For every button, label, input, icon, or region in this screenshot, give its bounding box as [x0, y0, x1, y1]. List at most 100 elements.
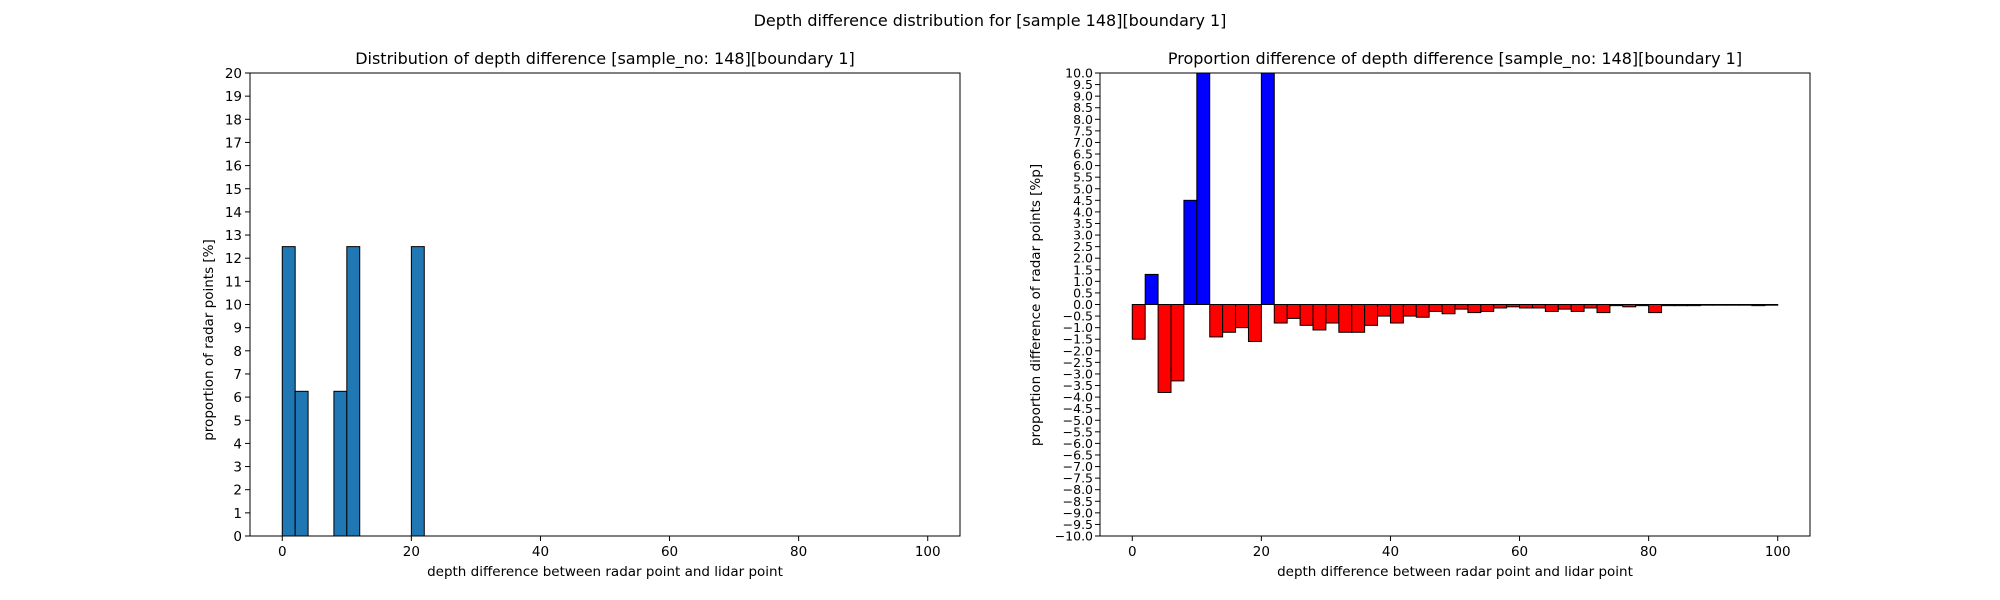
diff-ytick-label: 8.5	[1073, 100, 1093, 115]
diff-xtick-label: 60	[1511, 544, 1528, 560]
diff-bar-negative	[1531, 304, 1546, 309]
dist-ytick-label: 8	[233, 344, 242, 360]
diff-xtick-label: 40	[1382, 544, 1399, 560]
diff-bar-negative	[1544, 304, 1559, 312]
proportion-difference-chart-xlabel: depth difference between radar point and…	[1277, 564, 1633, 580]
dist-ytick-label: 3	[233, 460, 242, 476]
dist-bar	[294, 390, 309, 537]
diff-bar-negative	[1493, 304, 1508, 309]
diff-ytick-label: −1.5	[1063, 332, 1093, 347]
diff-bar-negative	[1235, 304, 1249, 329]
dist-ytick-label: 14	[225, 205, 242, 221]
diff-ytick-label: 9.5	[1073, 77, 1093, 92]
dist-ytick-label: 11	[225, 274, 242, 290]
dist-ytick-label: 5	[233, 413, 242, 429]
distribution-chart-xlabel: depth difference between radar point and…	[427, 564, 783, 580]
diff-bar-negative	[1519, 304, 1533, 309]
diff-bar-negative	[1609, 304, 1624, 307]
diff-bar-negative	[1441, 304, 1456, 315]
diff-bar-negative	[1699, 304, 1714, 306]
diff-ytick-label: 8.0	[1073, 112, 1093, 127]
diff-ytick-label: 0.0	[1073, 297, 1093, 312]
diff-ytick-label: −6.5	[1063, 447, 1093, 462]
diff-bar-negative	[1286, 304, 1301, 319]
diff-ytick-label: −8.5	[1063, 494, 1093, 509]
diff-bar-negative	[1570, 304, 1585, 312]
diff-bar-positive	[1183, 199, 1198, 305]
diff-ytick-label: −3.5	[1063, 378, 1093, 393]
diff-ytick-label: 4.0	[1073, 204, 1093, 219]
diff-bar-negative	[1751, 304, 1766, 307]
diff-ytick-label: 2.5	[1073, 239, 1093, 254]
distribution-chart: Distribution of depth difference [sample…	[201, 49, 961, 580]
diff-bar-negative	[1351, 304, 1366, 333]
proportion-difference-chart-ylabel: proportion difference of radar points [%…	[1028, 164, 1044, 446]
diff-ytick-label: 7.0	[1073, 135, 1093, 150]
diff-ytick-label: 5.5	[1073, 170, 1093, 185]
diff-bar-negative	[1170, 304, 1185, 382]
dist-ytick-label: 19	[225, 89, 242, 105]
diff-bar-negative	[1222, 304, 1237, 333]
diff-bar-negative	[1247, 304, 1262, 343]
diff-ytick-label: 1.5	[1073, 262, 1093, 277]
dist-ytick-label: 18	[225, 112, 242, 128]
dist-xtick-label: 20	[403, 544, 420, 560]
diff-ytick-label: 6.0	[1073, 158, 1093, 173]
diff-bar-negative	[1389, 304, 1404, 324]
dist-ytick-label: 13	[225, 228, 242, 244]
diff-bar-negative	[1764, 304, 1779, 306]
diff-bar-negative	[1712, 304, 1727, 306]
dist-ytick-label: 12	[225, 251, 242, 267]
diff-bar-negative	[1299, 304, 1314, 326]
dist-xtick-label: 60	[661, 544, 678, 560]
diff-ytick-label: −3.0	[1063, 366, 1093, 381]
diff-ytick-label: 3.0	[1073, 228, 1093, 243]
diff-ytick-label: 5.0	[1073, 181, 1093, 196]
diff-bar-positive	[1144, 273, 1159, 305]
dist-ytick-label: 4	[233, 436, 242, 452]
diff-ytick-label: 7.5	[1073, 123, 1093, 138]
diff-bar-negative	[1209, 304, 1224, 338]
diff-ytick-label: −7.0	[1063, 459, 1093, 474]
diff-ytick-label: −6.0	[1063, 436, 1093, 451]
diff-ytick-label: 0.5	[1073, 285, 1093, 300]
diff-bar-negative	[1686, 304, 1701, 307]
dist-xtick-label: 40	[532, 544, 549, 560]
proportion-difference-chart-title: Proportion difference of depth differenc…	[1168, 49, 1742, 69]
dist-bar	[333, 390, 348, 537]
diff-ytick-label: −5.0	[1063, 413, 1093, 428]
proportion-difference-chart: Proportion difference of depth differenc…	[1028, 49, 1811, 580]
diff-bar-negative	[1428, 304, 1443, 312]
diff-bar-negative	[1738, 304, 1753, 306]
diff-bar-negative	[1661, 304, 1675, 307]
diff-xtick-label: 100	[1765, 544, 1791, 560]
dist-xtick-label: 0	[278, 544, 287, 560]
diff-bar-negative	[1635, 304, 1650, 307]
diff-ytick-label: −2.0	[1063, 343, 1093, 358]
diff-ytick-label: 2.0	[1073, 251, 1093, 266]
dist-ytick-label: 0	[233, 529, 242, 545]
diff-bar-negative	[1673, 304, 1688, 307]
diff-bar-negative	[1648, 304, 1663, 314]
diff-bar-negative	[1364, 304, 1379, 326]
dist-ytick-label: 7	[233, 367, 242, 383]
figure-title: Depth difference distribution for [sampl…	[754, 11, 1227, 30]
diff-bar-negative	[1415, 304, 1430, 318]
diff-bar-negative	[1506, 304, 1521, 308]
diff-bar-negative	[1467, 304, 1482, 314]
diff-bar-negative	[1725, 304, 1740, 306]
distribution-chart-title: Distribution of depth difference [sample…	[355, 49, 855, 69]
diff-xtick-label: 20	[1253, 544, 1270, 560]
dist-ytick-label: 6	[233, 390, 242, 406]
diff-ytick-label: −4.0	[1063, 390, 1093, 405]
diff-ytick-label: −5.5	[1063, 424, 1093, 439]
diff-bar-negative	[1583, 304, 1598, 309]
diff-ytick-label: −7.5	[1063, 471, 1093, 486]
diff-ytick-label: 10.0	[1065, 66, 1093, 81]
diff-ytick-label: 9.0	[1073, 89, 1093, 104]
diff-bar-negative	[1480, 304, 1495, 312]
diff-bar-negative	[1338, 304, 1353, 333]
dist-ytick-label: 20	[225, 66, 242, 82]
diff-ytick-label: −8.0	[1063, 482, 1093, 497]
